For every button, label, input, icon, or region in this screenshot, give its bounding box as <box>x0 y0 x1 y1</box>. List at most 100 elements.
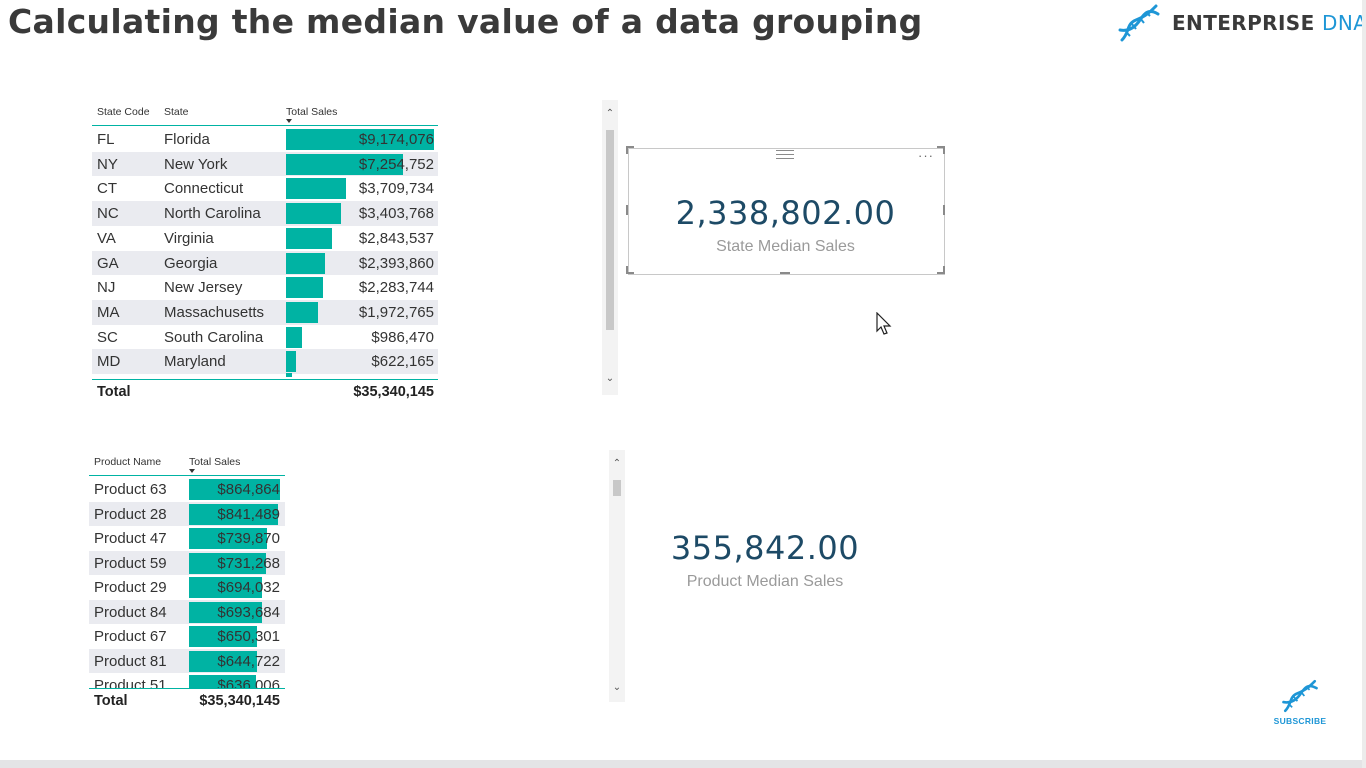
state-code-cell: NC <box>97 205 119 223</box>
product-rows: Product 63 $864,864 Product 28 $841,489 Prod… <box>89 476 289 688</box>
total-sales-cell: $693,684 <box>217 603 280 621</box>
header-total-sales[interactable]: Total Sales <box>286 106 338 118</box>
page-title: Calculating the median value of a data g… <box>8 2 923 41</box>
total-sales-cell: $9,174,076 <box>358 131 434 148</box>
total-sales-cell: $694,032 <box>217 579 280 596</box>
state-median-label: State Median Sales <box>716 238 855 255</box>
state-sales-table[interactable]: State Code State Total Sales FL Florida $9… <box>92 100 442 405</box>
table-row[interactable]: Product 63 $864,864 <box>89 477 285 502</box>
sales-bar <box>189 552 266 574</box>
table-row[interactable]: Product 29 $694,032 <box>89 575 285 600</box>
scroll-up-icon[interactable]: ⌃ <box>612 458 622 469</box>
state-table-scrollbar[interactable]: ⌃ ⌄ <box>602 100 618 395</box>
table-row[interactable]: MA Massachusetts $1,972,765 <box>92 299 438 325</box>
header-divider <box>92 125 438 126</box>
table-row[interactable]: SC South Carolina $986,470 <box>92 325 438 350</box>
total-sales-cell: $1,972,765 <box>358 303 434 321</box>
table-row[interactable]: Product 84 $693,684 <box>89 599 285 625</box>
sales-bar <box>286 153 404 175</box>
product-table-scrollbar[interactable]: ⌃ ⌄ <box>609 450 625 702</box>
dna-helix-icon <box>1282 679 1318 713</box>
scroll-down-icon[interactable]: ⌄ <box>605 373 615 384</box>
scroll-down-icon[interactable]: ⌄ <box>612 682 622 693</box>
header-product-total-sales[interactable]: Total Sales <box>189 456 241 468</box>
scroll-thumb[interactable] <box>606 130 614 330</box>
total-sales-cell: $864,864 <box>217 481 280 498</box>
sales-bar <box>189 528 267 549</box>
product-total-value: $35,340,145 <box>199 693 280 709</box>
product-sales-table[interactable]: Product Name Total Sales Product 63 $864,… <box>89 450 289 715</box>
table-row[interactable]: NY New York $7,254,752 <box>92 151 438 177</box>
table-row[interactable]: Product 28 $841,489 <box>89 501 285 527</box>
sales-bar <box>286 203 341 225</box>
scroll-up-icon[interactable]: ⌃ <box>605 108 615 119</box>
table-row[interactable]: NJ New Jersey $2,283,744 <box>92 275 438 300</box>
sales-bar <box>286 326 302 348</box>
product-name-cell: Product 59 <box>94 554 167 572</box>
sales-bar <box>189 503 278 525</box>
table-row[interactable]: Product 47 $739,870 <box>89 526 285 551</box>
table-row[interactable]: Product 81 $644,722 <box>89 648 285 674</box>
mouse-cursor-icon <box>876 312 892 335</box>
resize-handle-left[interactable] <box>626 205 628 215</box>
table-row[interactable]: CT Connecticut $3,709,734 <box>92 176 438 201</box>
header-state[interactable]: State <box>164 106 189 118</box>
partial-bar <box>286 373 292 377</box>
sales-bar <box>189 675 256 688</box>
resize-handle-tr[interactable] <box>937 146 945 148</box>
bottom-border <box>0 760 1366 768</box>
table-row[interactable]: GA Georgia $2,393,860 <box>92 250 438 276</box>
more-options-icon[interactable]: ··· <box>918 148 934 163</box>
sales-bar <box>286 252 325 274</box>
state-name-cell: New Jersey <box>164 279 243 297</box>
logo-brand-main: ENTERPRISE <box>1172 11 1315 35</box>
total-sales-cell: $739,870 <box>217 530 280 547</box>
total-divider <box>89 688 285 689</box>
state-total-value: $35,340,145 <box>353 384 434 400</box>
total-sales-cell: $2,843,537 <box>358 229 434 247</box>
sales-bar <box>286 178 346 200</box>
sort-descending-icon[interactable] <box>286 119 292 123</box>
table-row[interactable]: Product 67 $650,301 <box>89 624 285 649</box>
sales-bar <box>286 129 434 150</box>
resize-handle-tl[interactable] <box>626 146 634 148</box>
state-code-cell: FL <box>97 131 115 148</box>
state-name-cell: South Carolina <box>164 328 264 346</box>
state-name-cell: Florida <box>164 131 210 148</box>
resize-handle-bottom[interactable] <box>780 272 790 274</box>
total-sales-cell: $3,403,768 <box>358 205 434 223</box>
subscribe-label: SUBSCRIBE <box>1273 716 1327 726</box>
total-divider <box>92 379 438 380</box>
resize-handle-right[interactable] <box>943 205 945 215</box>
resize-handle-bl[interactable] <box>626 272 634 274</box>
table-row[interactable]: FL Florida $9,174,076 <box>92 127 438 152</box>
sort-descending-icon[interactable] <box>189 469 195 473</box>
header-divider <box>89 475 285 476</box>
state-median-card[interactable]: 2,338,802.00 State Median Sales <box>628 194 943 256</box>
table-row[interactable]: Product 59 $731,268 <box>89 550 285 576</box>
state-code-cell: MD <box>97 353 121 371</box>
sales-bar <box>189 601 262 623</box>
focus-mode-icon[interactable] <box>776 150 794 151</box>
scroll-thumb[interactable] <box>613 480 621 496</box>
table-row[interactable]: NC North Carolina $3,403,768 <box>92 201 438 226</box>
table-row[interactable]: VA Virginia $2,843,537 <box>92 226 438 251</box>
total-sales-cell: $3,709,734 <box>358 180 434 198</box>
state-name-cell: Massachusetts <box>164 303 265 321</box>
product-median-card[interactable]: 355,842.00 Product Median Sales <box>640 529 890 591</box>
state-total-label: Total <box>97 384 131 400</box>
resize-handle-br[interactable] <box>937 272 945 274</box>
table-row[interactable]: MD Maryland $622,165 <box>92 349 438 374</box>
state-name-cell: Maryland <box>164 353 226 371</box>
product-name-cell: Product 81 <box>94 652 167 670</box>
subscribe-button[interactable]: SUBSCRIBE <box>1270 674 1330 730</box>
table-row[interactable]: Product 51 $636,006 <box>89 673 285 688</box>
sales-bar <box>189 577 263 598</box>
state-code-cell: MA <box>97 303 120 321</box>
total-sales-cell: $731,268 <box>217 554 280 572</box>
header-product-name[interactable]: Product Name <box>94 456 162 468</box>
total-sales-cell: $2,393,860 <box>358 254 434 272</box>
total-sales-cell: $986,470 <box>371 328 434 346</box>
total-sales-cell: $622,165 <box>371 353 434 371</box>
header-state-code[interactable]: State Code <box>97 106 150 118</box>
